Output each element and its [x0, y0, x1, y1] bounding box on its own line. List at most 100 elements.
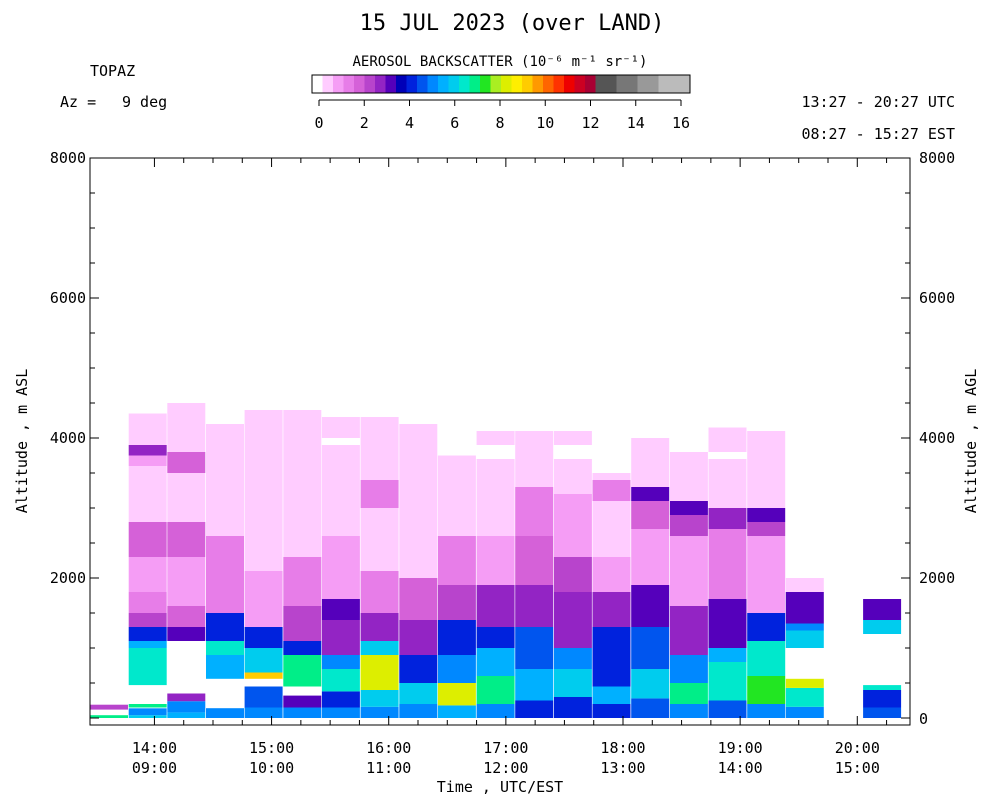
heatmap-cell — [360, 508, 399, 571]
x-tick-label-utc: 14:00 — [132, 739, 177, 757]
colorbar-swatch — [438, 75, 449, 93]
heatmap-cell — [631, 529, 670, 585]
colorbar-swatch — [532, 75, 544, 93]
colorbar-swatch — [511, 75, 523, 93]
heatmap-cell — [128, 455, 167, 466]
heatmap-cell — [167, 557, 206, 606]
colorbar-swatch — [354, 75, 365, 93]
heatmap-cell — [167, 473, 206, 522]
heatmap-cell — [206, 641, 244, 655]
heatmap-cell — [785, 623, 824, 631]
heatmap-cell — [553, 431, 592, 445]
utc-range: 13:27 - 20:27 UTC — [801, 93, 955, 111]
y-tick-label-right: 2000 — [919, 569, 955, 587]
axis-ticks: 8000 6000 4000 2000 8000 6000 4000 2000 0 14:00 09… — [50, 149, 955, 777]
heatmap-cell — [167, 606, 206, 627]
heatmap-cell — [128, 641, 167, 648]
colorbar-swatch — [469, 75, 481, 93]
heatmap-cell — [437, 536, 476, 585]
heatmap-cell — [206, 536, 244, 613]
heatmap-cell — [631, 487, 670, 501]
heatmap-cell — [128, 445, 167, 456]
x-tick-label-est: 14:00 — [718, 759, 763, 777]
heatmap-cell — [708, 427, 747, 452]
x-tick-label-est: 15:00 — [835, 759, 880, 777]
x-tick-label-est: 09:00 — [132, 759, 177, 777]
heatmap-cell — [244, 707, 283, 718]
colorbar-swatch — [637, 75, 649, 93]
heatmap-cell — [553, 669, 592, 697]
heatmap-cell — [360, 417, 399, 480]
heatmap-cell — [399, 424, 438, 494]
heatmap-cell — [669, 515, 708, 536]
heatmap-cell — [206, 613, 244, 641]
heatmap-cell — [283, 606, 322, 641]
colorbar-tick-label: 16 — [672, 114, 690, 132]
heatmap-cell — [437, 683, 476, 706]
heatmap-cell — [476, 585, 515, 627]
heatmap-cell — [785, 630, 824, 648]
heatmap-cell — [128, 704, 167, 708]
colorbar-tick-label: 12 — [581, 114, 599, 132]
heatmap-cell — [283, 410, 322, 459]
x-tick-label-utc: 15:00 — [249, 739, 294, 757]
heatmap-cell — [631, 585, 670, 627]
colorbar-swatch — [616, 75, 628, 93]
colorbar-swatch — [658, 75, 670, 93]
heatmap-cell — [669, 452, 708, 501]
heatmap-cell — [283, 557, 322, 606]
x-tick-label-est: 10:00 — [249, 759, 294, 777]
heatmap-cell — [708, 529, 747, 599]
y-tick-label-left: 6000 — [50, 289, 86, 307]
heatmap-cell — [321, 417, 360, 438]
heatmap-cell — [128, 613, 167, 627]
heatmap-cell — [631, 669, 670, 699]
heatmap-cell — [631, 698, 670, 718]
colorbar-swatch — [522, 75, 533, 93]
heatmap-cell — [399, 704, 438, 718]
heatmap-cell — [399, 683, 438, 704]
azimuth-value: 9 deg — [122, 93, 167, 111]
heatmap-cell — [437, 620, 476, 655]
heatmap-cell — [708, 508, 747, 529]
heatmap-cell — [167, 693, 206, 702]
colorbar-tick-label: 10 — [536, 114, 554, 132]
heatmap-cell — [592, 704, 631, 718]
heatmap-cell — [128, 557, 167, 592]
y-tick-label-right: 4000 — [919, 429, 955, 447]
heatmap-cell — [863, 620, 902, 634]
colorbar-swatch — [417, 75, 428, 93]
colorbar-swatch — [312, 75, 323, 93]
heatmap-cell — [321, 655, 360, 669]
heatmap-cell — [785, 706, 824, 718]
heatmap-cell — [476, 431, 515, 445]
heatmap-cell — [747, 508, 786, 522]
heatmap-cell — [437, 585, 476, 620]
heatmap-cell — [669, 536, 708, 606]
heatmap-cell — [592, 480, 631, 501]
heatmap-cell — [515, 487, 554, 536]
heatmap-cell — [785, 592, 824, 624]
colorbar-ticks: 0 2 4 6 8 10 12 14 16 — [314, 99, 690, 132]
heatmap-cell — [592, 473, 631, 480]
heatmap-cell — [128, 708, 167, 716]
heatmap-cell — [321, 599, 360, 620]
heatmap-cell — [128, 627, 167, 641]
x-tick-label-utc: 20:00 — [835, 739, 880, 757]
heatmap-cell — [321, 669, 360, 692]
colorbar-swatch — [364, 75, 376, 93]
heatmap-cell — [244, 686, 283, 708]
x-tick-label-utc: 19:00 — [718, 739, 763, 757]
heatmap-cell — [669, 683, 708, 704]
y-tick-label-left: 4000 — [50, 429, 86, 447]
heatmap-cell — [631, 438, 670, 487]
y-axis-label-right: Altitude , m AGL — [962, 369, 980, 514]
colorbar-swatch — [427, 75, 439, 93]
heatmap-cell — [476, 459, 515, 494]
heatmap-cell — [283, 641, 322, 655]
x-tick-label-est: 12:00 — [483, 759, 528, 777]
heatmap-cell — [90, 715, 128, 718]
heatmap-cell — [244, 452, 283, 571]
heatmap-cell — [244, 571, 283, 627]
heatmap-cell — [167, 452, 206, 473]
